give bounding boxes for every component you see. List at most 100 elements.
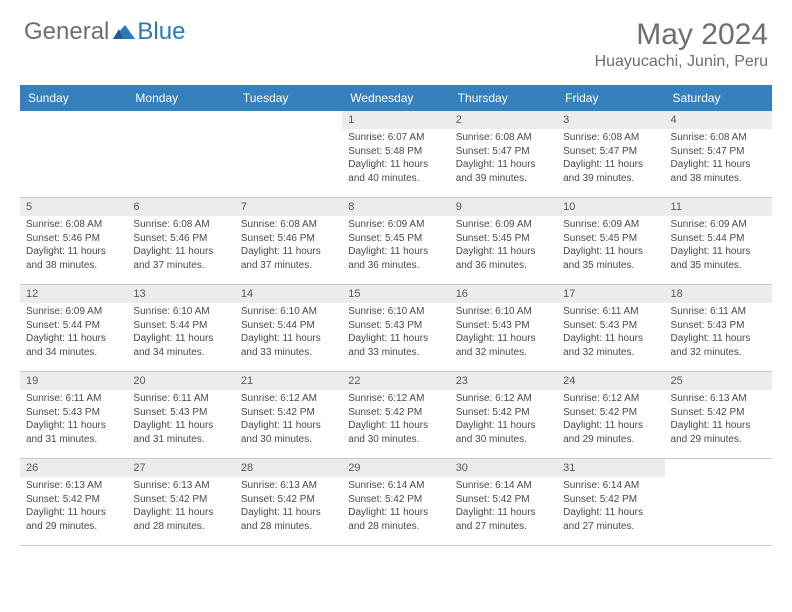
- day-number: 20: [127, 372, 234, 390]
- daylight-text: Daylight: 11 hours and 34 minutes.: [26, 332, 121, 359]
- sunrise-text: Sunrise: 6:08 AM: [26, 218, 121, 232]
- day-cell: 23Sunrise: 6:12 AMSunset: 5:42 PMDayligh…: [450, 372, 557, 458]
- daylight-text: Daylight: 11 hours and 32 minutes.: [563, 332, 658, 359]
- day-cell: 30Sunrise: 6:14 AMSunset: 5:42 PMDayligh…: [450, 459, 557, 545]
- sunset-text: Sunset: 5:42 PM: [133, 493, 228, 507]
- day-cell: 21Sunrise: 6:12 AMSunset: 5:42 PMDayligh…: [235, 372, 342, 458]
- sunset-text: Sunset: 5:42 PM: [26, 493, 121, 507]
- daylight-text: Daylight: 11 hours and 28 minutes.: [348, 506, 443, 533]
- day-cell: 10Sunrise: 6:09 AMSunset: 5:45 PMDayligh…: [557, 198, 664, 284]
- sunset-text: Sunset: 5:42 PM: [348, 493, 443, 507]
- sunset-text: Sunset: 5:46 PM: [241, 232, 336, 246]
- sunset-text: Sunset: 5:46 PM: [26, 232, 121, 246]
- week-row: 5Sunrise: 6:08 AMSunset: 5:46 PMDaylight…: [20, 198, 772, 285]
- daylight-text: Daylight: 11 hours and 30 minutes.: [241, 419, 336, 446]
- sunrise-text: Sunrise: 6:10 AM: [348, 305, 443, 319]
- sunrise-text: Sunrise: 6:12 AM: [563, 392, 658, 406]
- day-details: Sunrise: 6:09 AMSunset: 5:45 PMDaylight:…: [450, 216, 557, 276]
- sunrise-text: Sunrise: 6:14 AM: [348, 479, 443, 493]
- day-number: 9: [450, 198, 557, 216]
- sunrise-text: Sunrise: 6:11 AM: [671, 305, 766, 319]
- daylight-text: Daylight: 11 hours and 40 minutes.: [348, 158, 443, 185]
- day-cell: 2Sunrise: 6:08 AMSunset: 5:47 PMDaylight…: [450, 111, 557, 197]
- day-header-row: SundayMondayTuesdayWednesdayThursdayFrid…: [20, 85, 772, 111]
- sunset-text: Sunset: 5:43 PM: [348, 319, 443, 333]
- sunset-text: Sunset: 5:43 PM: [26, 406, 121, 420]
- day-details: Sunrise: 6:11 AMSunset: 5:43 PMDaylight:…: [665, 303, 772, 363]
- day-details: Sunrise: 6:13 AMSunset: 5:42 PMDaylight:…: [127, 477, 234, 537]
- day-number: 4: [665, 111, 772, 129]
- sunrise-text: Sunrise: 6:12 AM: [348, 392, 443, 406]
- day-number: 19: [20, 372, 127, 390]
- day-number: 8: [342, 198, 449, 216]
- logo-text-part1: General: [24, 18, 109, 46]
- daylight-text: Daylight: 11 hours and 36 minutes.: [348, 245, 443, 272]
- daylight-text: Daylight: 11 hours and 30 minutes.: [348, 419, 443, 446]
- daylight-text: Daylight: 11 hours and 34 minutes.: [133, 332, 228, 359]
- daylight-text: Daylight: 11 hours and 33 minutes.: [348, 332, 443, 359]
- daylight-text: Daylight: 11 hours and 39 minutes.: [563, 158, 658, 185]
- day-details: Sunrise: 6:11 AMSunset: 5:43 PMDaylight:…: [127, 390, 234, 450]
- day-details: Sunrise: 6:13 AMSunset: 5:42 PMDaylight:…: [235, 477, 342, 537]
- day-number: 18: [665, 285, 772, 303]
- day-number: 22: [342, 372, 449, 390]
- sunset-text: Sunset: 5:42 PM: [671, 406, 766, 420]
- sunrise-text: Sunrise: 6:09 AM: [563, 218, 658, 232]
- sunset-text: Sunset: 5:45 PM: [348, 232, 443, 246]
- day-header: Friday: [557, 85, 664, 111]
- day-details: Sunrise: 6:09 AMSunset: 5:45 PMDaylight:…: [342, 216, 449, 276]
- daylight-text: Daylight: 11 hours and 28 minutes.: [241, 506, 336, 533]
- sunset-text: Sunset: 5:42 PM: [348, 406, 443, 420]
- daylight-text: Daylight: 11 hours and 32 minutes.: [456, 332, 551, 359]
- day-cell: 7Sunrise: 6:08 AMSunset: 5:46 PMDaylight…: [235, 198, 342, 284]
- day-cell: 25Sunrise: 6:13 AMSunset: 5:42 PMDayligh…: [665, 372, 772, 458]
- day-header: Tuesday: [235, 85, 342, 111]
- sunrise-text: Sunrise: 6:14 AM: [563, 479, 658, 493]
- day-cell: 6Sunrise: 6:08 AMSunset: 5:46 PMDaylight…: [127, 198, 234, 284]
- day-number: 30: [450, 459, 557, 477]
- day-cell: 9Sunrise: 6:09 AMSunset: 5:45 PMDaylight…: [450, 198, 557, 284]
- daylight-text: Daylight: 11 hours and 37 minutes.: [133, 245, 228, 272]
- sunset-text: Sunset: 5:45 PM: [456, 232, 551, 246]
- day-number: 31: [557, 459, 664, 477]
- day-cell: 16Sunrise: 6:10 AMSunset: 5:43 PMDayligh…: [450, 285, 557, 371]
- day-details: Sunrise: 6:09 AMSunset: 5:45 PMDaylight:…: [557, 216, 664, 276]
- daylight-text: Daylight: 11 hours and 38 minutes.: [671, 158, 766, 185]
- day-details: Sunrise: 6:12 AMSunset: 5:42 PMDaylight:…: [450, 390, 557, 450]
- day-header: Monday: [127, 85, 234, 111]
- day-cell: 18Sunrise: 6:11 AMSunset: 5:43 PMDayligh…: [665, 285, 772, 371]
- day-header: Sunday: [20, 85, 127, 111]
- day-details: Sunrise: 6:13 AMSunset: 5:42 PMDaylight:…: [20, 477, 127, 537]
- sunrise-text: Sunrise: 6:08 AM: [563, 131, 658, 145]
- week-row: 26Sunrise: 6:13 AMSunset: 5:42 PMDayligh…: [20, 459, 772, 546]
- sunrise-text: Sunrise: 6:10 AM: [241, 305, 336, 319]
- day-number: 15: [342, 285, 449, 303]
- day-number: 17: [557, 285, 664, 303]
- sunset-text: Sunset: 5:45 PM: [563, 232, 658, 246]
- sunrise-text: Sunrise: 6:08 AM: [456, 131, 551, 145]
- day-number: 21: [235, 372, 342, 390]
- sunrise-text: Sunrise: 6:12 AM: [241, 392, 336, 406]
- sunrise-text: Sunrise: 6:10 AM: [456, 305, 551, 319]
- sunset-text: Sunset: 5:44 PM: [26, 319, 121, 333]
- sunrise-text: Sunrise: 6:08 AM: [241, 218, 336, 232]
- day-details: Sunrise: 6:09 AMSunset: 5:44 PMDaylight:…: [20, 303, 127, 363]
- day-details: Sunrise: 6:08 AMSunset: 5:47 PMDaylight:…: [557, 129, 664, 189]
- week-row: 1Sunrise: 6:07 AMSunset: 5:48 PMDaylight…: [20, 111, 772, 198]
- logo-flag-icon: [113, 25, 135, 39]
- day-details: Sunrise: 6:12 AMSunset: 5:42 PMDaylight:…: [235, 390, 342, 450]
- day-cell: 8Sunrise: 6:09 AMSunset: 5:45 PMDaylight…: [342, 198, 449, 284]
- sunset-text: Sunset: 5:42 PM: [456, 406, 551, 420]
- calendar: SundayMondayTuesdayWednesdayThursdayFrid…: [20, 85, 772, 546]
- day-details: Sunrise: 6:10 AMSunset: 5:44 PMDaylight:…: [235, 303, 342, 363]
- sunrise-text: Sunrise: 6:09 AM: [671, 218, 766, 232]
- title-block: May 2024 Huayucachi, Junin, Peru: [595, 18, 768, 71]
- sunrise-text: Sunrise: 6:13 AM: [241, 479, 336, 493]
- day-number: 29: [342, 459, 449, 477]
- day-header: Wednesday: [342, 85, 449, 111]
- sunset-text: Sunset: 5:47 PM: [671, 145, 766, 159]
- daylight-text: Daylight: 11 hours and 36 minutes.: [456, 245, 551, 272]
- sunset-text: Sunset: 5:44 PM: [671, 232, 766, 246]
- daylight-text: Daylight: 11 hours and 28 minutes.: [133, 506, 228, 533]
- daylight-text: Daylight: 11 hours and 32 minutes.: [671, 332, 766, 359]
